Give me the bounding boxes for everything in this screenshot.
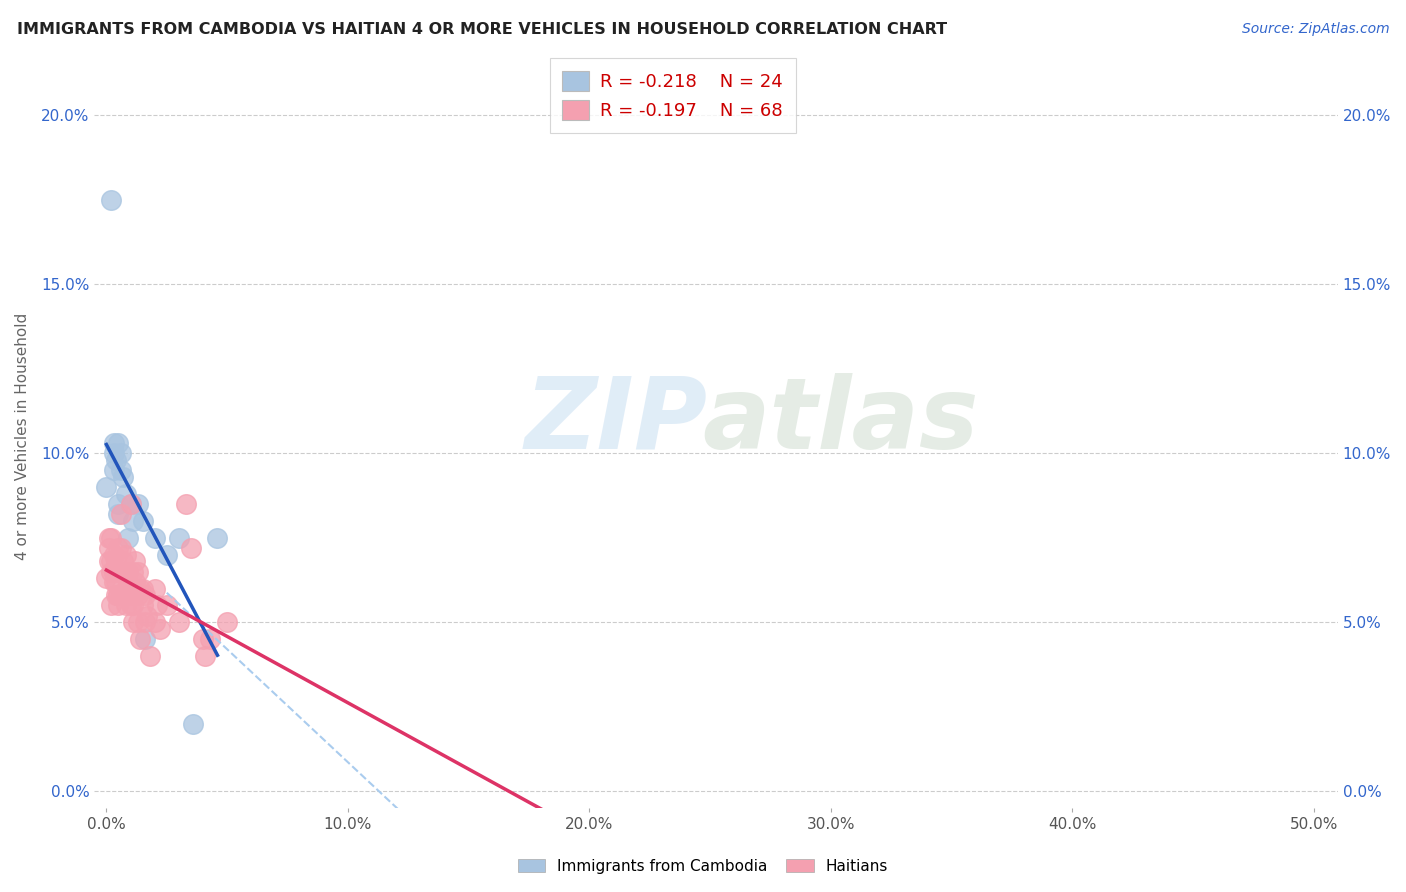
Point <box>112 565 135 579</box>
Point <box>103 463 125 477</box>
Point <box>96 480 118 494</box>
Point <box>156 548 179 562</box>
Point <box>114 599 136 613</box>
Point <box>97 541 120 555</box>
Point <box>105 554 128 568</box>
Text: Source: ZipAtlas.com: Source: ZipAtlas.com <box>1241 22 1389 37</box>
Point <box>96 571 118 585</box>
Point <box>117 531 139 545</box>
Point <box>107 541 129 555</box>
Point <box>191 632 214 647</box>
Point <box>100 554 122 568</box>
Point <box>100 565 122 579</box>
Point <box>124 574 146 589</box>
Point <box>114 548 136 562</box>
Text: IMMIGRANTS FROM CAMBODIA VS HAITIAN 4 OR MORE VEHICLES IN HOUSEHOLD CORRELATION : IMMIGRANTS FROM CAMBODIA VS HAITIAN 4 OR… <box>17 22 948 37</box>
Point <box>100 599 122 613</box>
Point <box>103 548 125 562</box>
Point <box>107 497 129 511</box>
Point <box>117 582 139 596</box>
Point <box>105 453 128 467</box>
Point <box>217 615 239 630</box>
Point <box>114 582 136 596</box>
Point <box>127 615 149 630</box>
Point <box>120 582 142 596</box>
Point <box>127 565 149 579</box>
Point <box>120 497 142 511</box>
Point <box>143 582 166 596</box>
Legend: R = -0.218    N = 24, R = -0.197    N = 68: R = -0.218 N = 24, R = -0.197 N = 68 <box>550 59 796 133</box>
Point <box>143 615 166 630</box>
Text: atlas: atlas <box>702 373 979 470</box>
Point <box>122 599 145 613</box>
Point <box>131 582 153 596</box>
Point <box>103 574 125 589</box>
Point <box>124 582 146 596</box>
Point <box>103 565 125 579</box>
Point <box>112 588 135 602</box>
Point <box>97 531 120 545</box>
Point <box>105 565 128 579</box>
Point <box>134 615 156 630</box>
Point <box>167 531 190 545</box>
Point <box>117 588 139 602</box>
Point <box>110 565 132 579</box>
Point <box>100 193 122 207</box>
Point <box>200 632 222 647</box>
Point <box>207 531 229 545</box>
Point <box>129 632 152 647</box>
Point <box>174 497 197 511</box>
Point <box>110 446 132 460</box>
Point <box>127 497 149 511</box>
Point <box>110 588 132 602</box>
Point <box>103 436 125 450</box>
Point <box>120 497 142 511</box>
Point <box>117 565 139 579</box>
Point <box>131 514 153 528</box>
Point <box>114 487 136 501</box>
Point <box>112 588 135 602</box>
Point <box>146 599 169 613</box>
Point <box>148 622 170 636</box>
Point <box>136 608 159 623</box>
Point <box>107 588 129 602</box>
Point <box>194 649 217 664</box>
Y-axis label: 4 or more Vehicles in Household: 4 or more Vehicles in Household <box>15 313 30 560</box>
Point <box>107 599 129 613</box>
Point <box>103 565 125 579</box>
Point <box>117 574 139 589</box>
Point <box>183 716 205 731</box>
Point <box>156 599 179 613</box>
Point <box>129 582 152 596</box>
Point <box>134 632 156 647</box>
Point <box>180 541 202 555</box>
Point <box>107 436 129 450</box>
Point <box>127 588 149 602</box>
Point <box>139 649 162 664</box>
Point <box>97 554 120 568</box>
Point <box>122 615 145 630</box>
Point <box>112 554 135 568</box>
Point <box>105 588 128 602</box>
Point <box>131 599 153 613</box>
Point <box>110 541 132 555</box>
Point <box>100 531 122 545</box>
Point <box>122 514 145 528</box>
Point <box>114 565 136 579</box>
Point <box>167 615 190 630</box>
Point <box>110 463 132 477</box>
Point <box>107 507 129 521</box>
Point <box>120 599 142 613</box>
Point <box>105 574 128 589</box>
Point <box>107 588 129 602</box>
Legend: Immigrants from Cambodia, Haitians: Immigrants from Cambodia, Haitians <box>512 853 894 880</box>
Point <box>112 470 135 484</box>
Point <box>103 446 125 460</box>
Point <box>122 565 145 579</box>
Point <box>110 507 132 521</box>
Point <box>134 588 156 602</box>
Point <box>124 554 146 568</box>
Point <box>143 531 166 545</box>
Text: ZIP: ZIP <box>524 373 709 470</box>
